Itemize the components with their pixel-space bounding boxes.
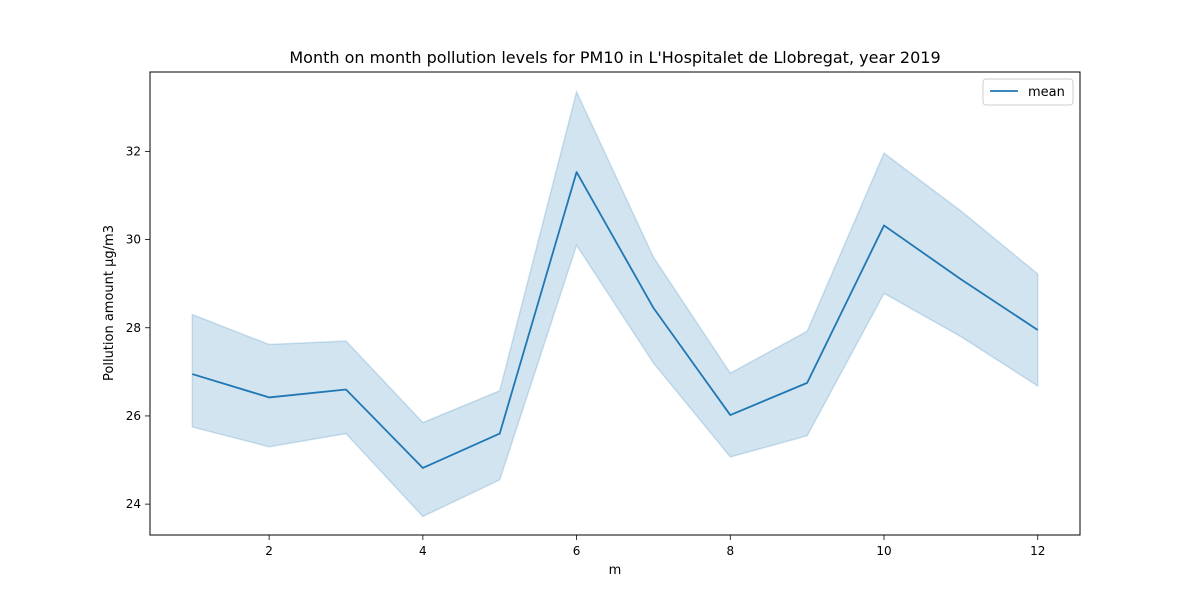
x-tick-label: 6 <box>573 544 581 558</box>
legend: mean <box>982 78 1074 106</box>
plot-area <box>191 89 1039 518</box>
chart-title: Month on month pollution levels for PM10… <box>289 48 940 67</box>
y-axis-label: Pollution amount µg/m3 <box>102 225 117 381</box>
x-tick-label: 2 <box>265 544 273 558</box>
y-tick-label: 26 <box>126 409 141 423</box>
y-tick-label: 30 <box>126 233 141 247</box>
x-axis-label: m <box>609 563 622 578</box>
x-axis: 2 4 6 8 10 12 <box>265 535 1045 558</box>
plot-frame <box>149 71 1081 536</box>
y-tick-label: 24 <box>126 497 141 511</box>
y-axis: 24 26 28 30 32 <box>126 144 150 511</box>
y-tick-label: 32 <box>126 144 141 158</box>
y-tick-label: 28 <box>126 321 141 335</box>
x-tick-label: 12 <box>1030 544 1045 558</box>
x-tick-label: 10 <box>876 544 891 558</box>
x-tick-label: 4 <box>419 544 427 558</box>
legend-box <box>982 78 1074 106</box>
x-tick-label: 8 <box>726 544 734 558</box>
confidence-band <box>191 89 1039 518</box>
series-line-mean <box>192 171 1039 469</box>
legend-label-mean: mean <box>1028 85 1065 100</box>
